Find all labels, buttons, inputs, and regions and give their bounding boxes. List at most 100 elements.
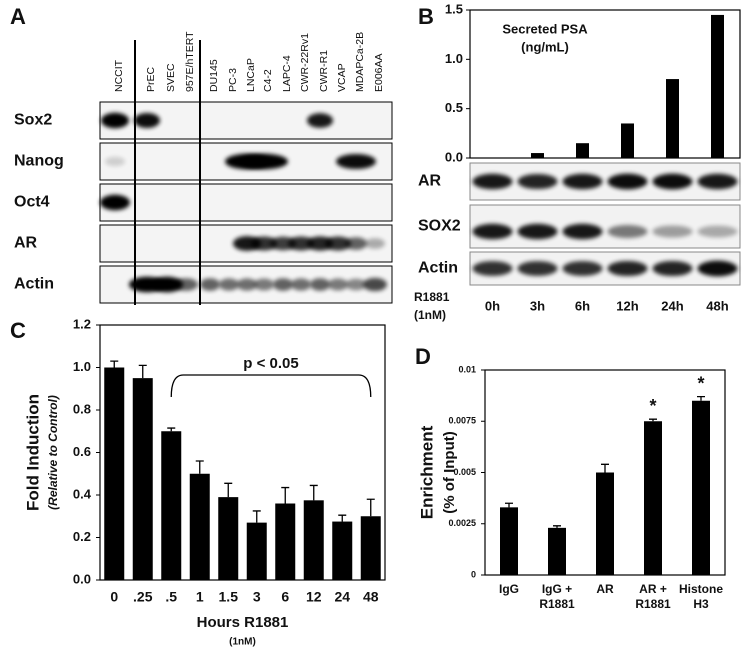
y-tick-label: 1.5 [445, 1, 463, 16]
band [607, 260, 648, 277]
bar [531, 153, 544, 158]
blot-row-label: Actin [418, 260, 458, 277]
x-tick-label: .25 [133, 589, 153, 605]
x-tick-label: 1 [196, 589, 204, 605]
treatment-label: R1881 [414, 290, 450, 304]
time-label: 0h [485, 298, 500, 313]
error-bar [601, 463, 609, 473]
error-bar [281, 486, 290, 504]
bar [218, 497, 239, 580]
bar [576, 143, 589, 158]
band [288, 236, 314, 251]
y-tick-label: 0.01 [458, 364, 476, 374]
band [310, 278, 330, 291]
x-tick-label: H3 [693, 597, 709, 611]
band [517, 261, 558, 276]
bar [189, 473, 210, 580]
band [240, 153, 288, 170]
band [346, 278, 366, 291]
error-bar [110, 360, 119, 368]
x-axis-sublabel: (1nM) [229, 637, 256, 648]
lane-label: LNCaP [245, 58, 257, 92]
x-tick-label: 48 [363, 589, 379, 605]
lane-label: PC-3 [227, 68, 239, 92]
bar [104, 367, 125, 580]
blot-row-label: AR [14, 235, 38, 252]
y-tick-label: 0.6 [73, 444, 91, 459]
band [219, 278, 239, 291]
y-tick-label: 0.5 [445, 100, 463, 115]
band [472, 173, 513, 190]
blot-row-label: Sox2 [14, 112, 52, 129]
y-tick-label: 0.8 [73, 401, 91, 416]
band [307, 113, 333, 128]
x-tick-label: 6 [281, 589, 289, 605]
bar [500, 507, 518, 575]
band [652, 173, 693, 190]
bar [692, 400, 710, 575]
error-bar [167, 427, 176, 432]
panel-letter: B [418, 4, 434, 29]
significance: * [697, 373, 704, 393]
y-axis-label: Fold Induction [23, 394, 42, 511]
band [336, 153, 376, 170]
treatment-label: (1nM) [414, 308, 446, 322]
y-axis-sublabel: (% of Input) [441, 431, 458, 513]
band [251, 236, 277, 251]
y-axis-sublabel: (Relative to Control) [46, 395, 60, 510]
band [101, 112, 129, 129]
error-bar [195, 460, 204, 474]
band [517, 223, 558, 240]
blot-row-label: Actin [14, 276, 54, 293]
band [105, 156, 125, 167]
x-tick-label: 1.5 [219, 589, 239, 605]
lane-label: VCAP [336, 63, 348, 92]
band [697, 173, 738, 190]
band [273, 278, 293, 291]
bracket [170, 374, 372, 398]
band [174, 278, 198, 291]
band [325, 236, 351, 251]
band [517, 173, 558, 190]
y-tick-label: 0.0 [73, 571, 91, 586]
x-tick-label: 24 [334, 589, 350, 605]
bar [275, 503, 296, 580]
error-bar [138, 364, 147, 379]
time-label: 24h [661, 298, 683, 313]
lane-label: DU145 [208, 59, 220, 92]
lane-label: 957E/hTERT [184, 31, 196, 92]
lane-label: E006AA [373, 53, 385, 92]
band [151, 276, 183, 293]
band [307, 236, 333, 251]
y-tick-label: 1.0 [445, 51, 463, 66]
error-bar [252, 510, 261, 523]
blot-row [99, 183, 393, 222]
significance: * [649, 396, 656, 416]
band [562, 223, 603, 240]
bar [132, 378, 153, 580]
blot-row-label: Oct4 [14, 194, 50, 211]
band [365, 238, 385, 249]
y-axis-label: Enrichment [417, 425, 436, 519]
x-tick-label: AR [596, 582, 614, 596]
error-bar [224, 482, 233, 498]
blot-row-label: AR [418, 173, 442, 190]
x-tick-label: Histone [679, 582, 723, 596]
bar [644, 421, 662, 575]
band [291, 278, 311, 291]
y-tick-label: 0.2 [73, 529, 91, 544]
band [697, 260, 738, 277]
band [697, 225, 738, 238]
blot-row [469, 162, 741, 201]
chart-title: (ng/mL) [521, 39, 569, 54]
error-bar [366, 498, 375, 517]
x-tick-label: .5 [165, 589, 177, 605]
time-label: 3h [530, 298, 545, 313]
lane-label: CWR-22Rv1 [299, 33, 311, 92]
lane-label: CWR-R1 [318, 50, 330, 92]
plot-frame [469, 9, 741, 159]
band [652, 260, 693, 277]
error-bar [505, 502, 513, 508]
y-tick-label: 0.0 [445, 149, 463, 164]
x-tick-label: R1881 [635, 597, 671, 611]
